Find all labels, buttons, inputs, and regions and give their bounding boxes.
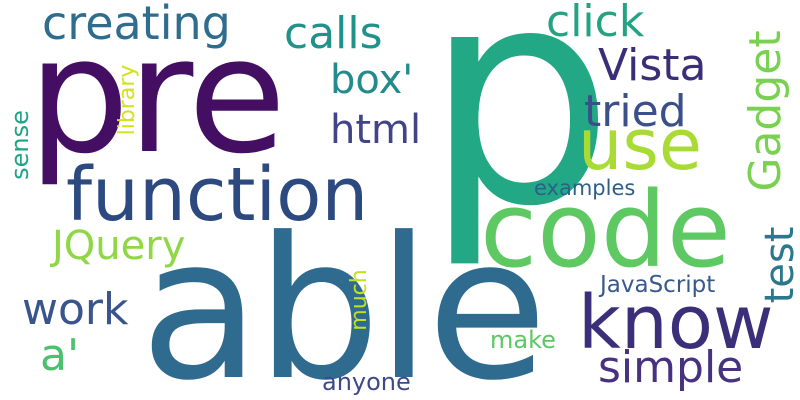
word-javascript: JavaScript — [600, 272, 716, 298]
word-anyone: anyone — [322, 368, 411, 396]
word-click: click — [546, 0, 645, 47]
word-test: test — [757, 226, 800, 304]
word-make: make — [490, 326, 556, 354]
word-able: able — [140, 196, 548, 400]
word-use: use — [578, 104, 702, 186]
word-html: html — [330, 107, 422, 153]
word-know: know — [578, 280, 774, 366]
word-examples: examples — [534, 176, 636, 200]
word-function: function — [66, 152, 369, 238]
word-code: code — [480, 169, 731, 291]
word-p: p — [424, 0, 615, 272]
word-gadget: Gadget — [740, 30, 791, 192]
word-much: much — [347, 269, 372, 331]
word-tried: tried — [584, 86, 687, 137]
word-sense: sense — [6, 110, 34, 180]
word-a: a' — [40, 330, 80, 381]
word-vista: Vista — [598, 40, 707, 91]
word-work: work — [22, 284, 129, 335]
word-library: library — [115, 64, 140, 136]
word-simple: simple — [598, 342, 744, 393]
word-pre: pre — [28, 2, 286, 189]
word-calls: calls — [284, 8, 383, 59]
word-jquery: JQuery — [52, 223, 186, 269]
word-box: box' — [330, 57, 414, 103]
word-creating: creating — [42, 0, 231, 50]
